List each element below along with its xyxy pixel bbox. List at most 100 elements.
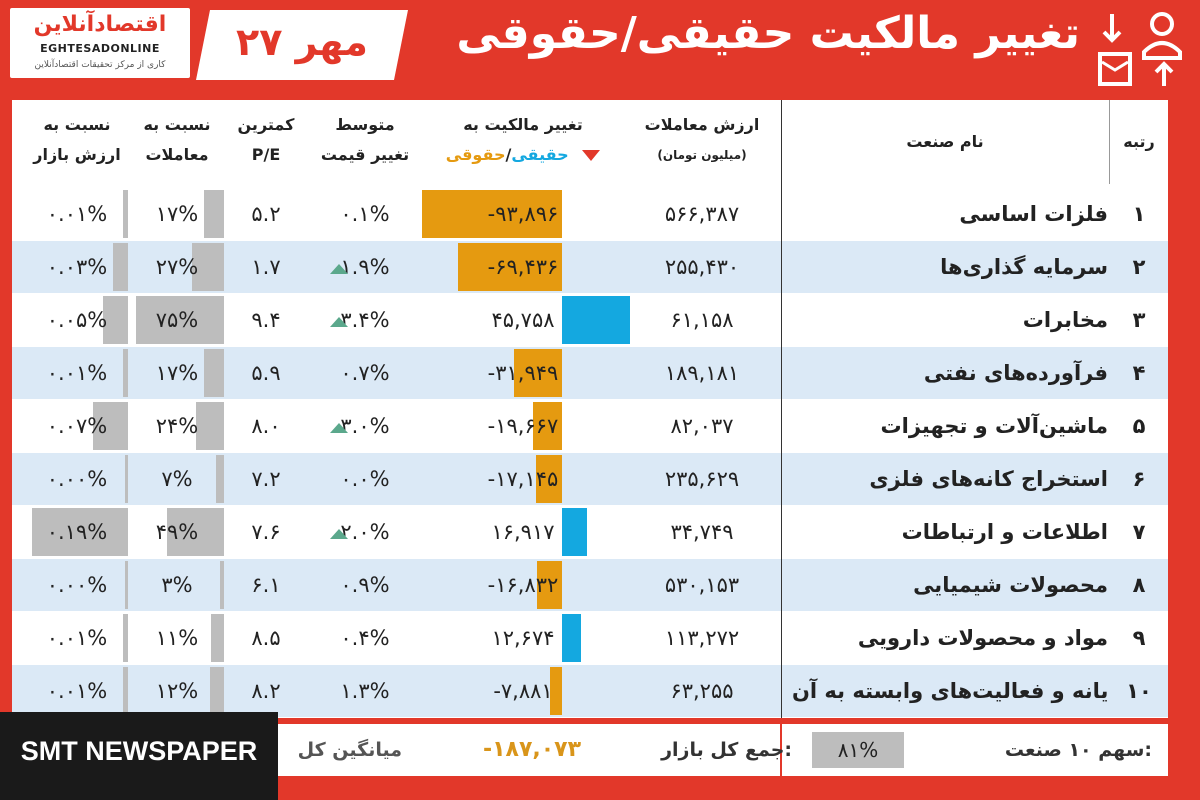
- ownership-change-cell: -۷,۸۸۱: [493, 679, 553, 703]
- ratio-trade-bar: [204, 349, 224, 397]
- min-pe-cell: ۸.۵: [251, 626, 281, 650]
- ratio-market-cell: ۰.۰۰%: [46, 573, 108, 597]
- ownership-change-cell: ۴۵,۷۵۸: [491, 308, 555, 332]
- min-pe-cell: ۷.۲: [251, 467, 281, 491]
- ratio-market-cell: ۰.۰۱%: [46, 361, 108, 385]
- logo-name-fa: اقتصادآنلاین: [33, 12, 167, 37]
- trade-value-cell: ۵۳۰,۱۵۳: [664, 573, 740, 597]
- rank-cell: ۳: [1132, 308, 1146, 332]
- ownership-change-cell: ۱۲,۶۷۴: [491, 626, 555, 650]
- header-change-real: حقیقی: [511, 145, 569, 164]
- ratio-trade-cell: ۷%: [161, 467, 193, 491]
- header-min-pe: کمترین P/E: [237, 115, 295, 164]
- logo-name-en: EGHTESADONLINE: [40, 42, 160, 55]
- ratio-market-bar: [32, 508, 128, 556]
- avg-price-change-cell: ۳.۴%: [340, 308, 390, 332]
- avg-price-change-cell: ۱.۳%: [340, 679, 390, 703]
- ratio-trade-bar: [211, 614, 224, 662]
- header-rank: رتبه: [1123, 132, 1155, 151]
- trade-value-cell: ۲۵۵,۴۳۰: [664, 255, 740, 279]
- table-row: ۷ اطلاعات و ارتباطات ۳۴,۷۴۹ ۱۶,۹۱۷ ۲.۰% ۷.۶ ۴۹…: [12, 506, 1168, 558]
- ratio-market-bar: [122, 667, 128, 715]
- rank-cell: ۸: [1132, 573, 1146, 597]
- arrow-up-icon: [330, 423, 348, 433]
- ratio-market-cell: ۰.۰۱%: [46, 202, 108, 226]
- avg-price-change-cell: ۰.۴%: [340, 626, 390, 650]
- ownership-change-cell: -۱۹,۶۶۷: [487, 414, 559, 438]
- avg-price-change-cell: ۲.۰%: [340, 520, 390, 544]
- trade-value-cell: ۶۳,۲۵۵: [670, 679, 734, 703]
- date-text: ۲۷ مهر: [236, 20, 368, 64]
- change-bar-real: [562, 296, 631, 344]
- ratio-trade-bar: [195, 402, 224, 450]
- ownership-change-cell: -۱۷,۱۴۵: [487, 467, 559, 491]
- rank-cell: ۴: [1132, 361, 1146, 385]
- avg-price-change-cell: ۰.۱%: [340, 202, 390, 226]
- min-pe-cell: ۱.۷: [251, 255, 281, 279]
- table-row: ۲ سرمایه گذاری‌ها ۲۵۵,۴۳۰ -۶۹,۴۳۶ ۱.۹% ۱.۷ ۲۷%…: [12, 241, 1168, 293]
- table-row: ۵ ماشین‌آلات و تجهیزات ۸۲,۰۳۷ -۱۹,۶۶۷ ۳.۰% ۸.…: [12, 400, 1168, 452]
- change-bar-legal: [550, 667, 562, 715]
- rank-cell: ۱: [1132, 202, 1146, 226]
- header-change-legal: حقوقی: [445, 145, 506, 164]
- industry-name: استخراج کانه‌های فلزی: [869, 467, 1108, 491]
- industry-name: رایانه و فعالیت‌های وابسته به آن: [792, 679, 1108, 703]
- date-badge-shape: [196, 10, 408, 80]
- arrow-up-icon: [330, 317, 348, 327]
- table-row: ۱۰ رایانه و فعالیت‌های وابسته به آن ۶۳,۲۵۵…: [12, 665, 1168, 717]
- table-row: ۸ محصولات شیمیایی ۵۳۰,۱۵۳ -۱۶,۸۳۲ ۰.۹% ۶.۱ ۳% ۰…: [12, 559, 1168, 611]
- header-industry: نام صنعت: [906, 132, 984, 151]
- avg-price-change-cell: ۳.۰%: [340, 414, 390, 438]
- ratio-trade-cell: ۱۲%: [155, 679, 199, 703]
- change-bar-legal: [536, 455, 562, 503]
- ratio-market-bar: [122, 349, 128, 397]
- arrow-up-icon: [330, 529, 348, 539]
- logo-tagline: کاری از مرکز تحقیقات اقتصادآنلاین: [34, 60, 166, 70]
- change-bar-real: [562, 614, 581, 662]
- ratio-trade-cell: ۲۷%: [155, 255, 199, 279]
- ratio-market-bar: [102, 296, 128, 344]
- market-total-label: جمع کل بازار:: [661, 739, 792, 761]
- ownership-change-cell: -۶۹,۴۳۶: [487, 255, 559, 279]
- header-trade-value: ارزش معاملات (میلیون تومان): [644, 115, 760, 162]
- logo: اقتصادآنلاین EGHTESADONLINE کاری از مرکز…: [10, 8, 190, 78]
- ratio-trade-bar: [220, 561, 224, 609]
- top10-share-value: ۸۱%: [812, 732, 904, 768]
- ratio-market-bar: [122, 614, 128, 662]
- industry-name: فرآورده‌های نفتی: [923, 361, 1108, 385]
- industry-name: سرمایه گذاری‌ها: [940, 255, 1108, 279]
- ratio-market-cell: ۰.۰۵%: [46, 308, 108, 332]
- ratio-market-cell: ۰.۰۱%: [46, 626, 108, 650]
- ratio-trade-bar: [209, 667, 224, 715]
- footer-divider: [780, 724, 782, 776]
- ratio-market-bar: [125, 561, 128, 609]
- industry-name: اطلاعات و ارتباطات: [901, 520, 1108, 544]
- triangle-down-icon: [582, 150, 601, 161]
- ratio-trade-cell: ۱۷%: [155, 202, 199, 226]
- change-bar-legal: [514, 349, 562, 397]
- industry-name: فلزات اساسی: [959, 202, 1108, 226]
- ratio-trade-cell: ۱۱%: [155, 626, 199, 650]
- min-pe-cell: ۷.۶: [251, 520, 281, 544]
- overall-average-label: میانگین کل: [297, 739, 402, 761]
- rank-cell: ۶: [1132, 467, 1146, 491]
- min-pe-cell: ۸.۲: [251, 679, 281, 703]
- ratio-trade-bar: [192, 243, 224, 291]
- table-row: ۹ مواد و محصولات دارویی ۱۱۳,۲۷۲ ۱۲,۶۷۴ ۰.۴% ۸…: [12, 612, 1168, 664]
- industry-table: رتبه نام صنعت ارزش معاملات (میلیون تومان…: [12, 100, 1168, 718]
- ratio-trade-bar: [204, 190, 224, 238]
- ownership-change-cell: ۱۶,۹۱۷: [491, 520, 555, 544]
- trade-value-cell: ۱۸۹,۱۸۱: [664, 361, 740, 385]
- min-pe-cell: ۵.۹: [251, 361, 281, 385]
- trade-value-cell: ۳۴,۷۴۹: [670, 520, 734, 544]
- header-change-sep: /: [505, 145, 512, 164]
- table-row: ۴ فرآورده‌های نفتی ۱۸۹,۱۸۱ -۳۱,۹۴۹ ۰.۷% ۵.۹ ۱۷…: [12, 347, 1168, 399]
- divider-line: [781, 100, 782, 718]
- min-pe-cell: ۵.۲: [251, 202, 281, 226]
- trade-value-cell: ۱۱۳,۲۷۲: [664, 626, 740, 650]
- smt-watermark-text: SMT NEWSPAPER: [20, 736, 258, 766]
- ratio-market-cell: ۰.۰۷%: [46, 414, 108, 438]
- table-row: ۳ مخابرات ۶۱,۱۵۸ ۴۵,۷۵۸ ۳.۴% ۹.۴ ۷۵% ۰.۰۵%: [12, 294, 1168, 346]
- table-row: ۱ فلزات اساسی ۵۶۶,۳۸۷ -۹۳,۸۹۶ ۰.۱% ۵.۲ ۱۷% ۰.۰۱…: [12, 188, 1168, 240]
- rank-cell: ۵: [1132, 414, 1146, 438]
